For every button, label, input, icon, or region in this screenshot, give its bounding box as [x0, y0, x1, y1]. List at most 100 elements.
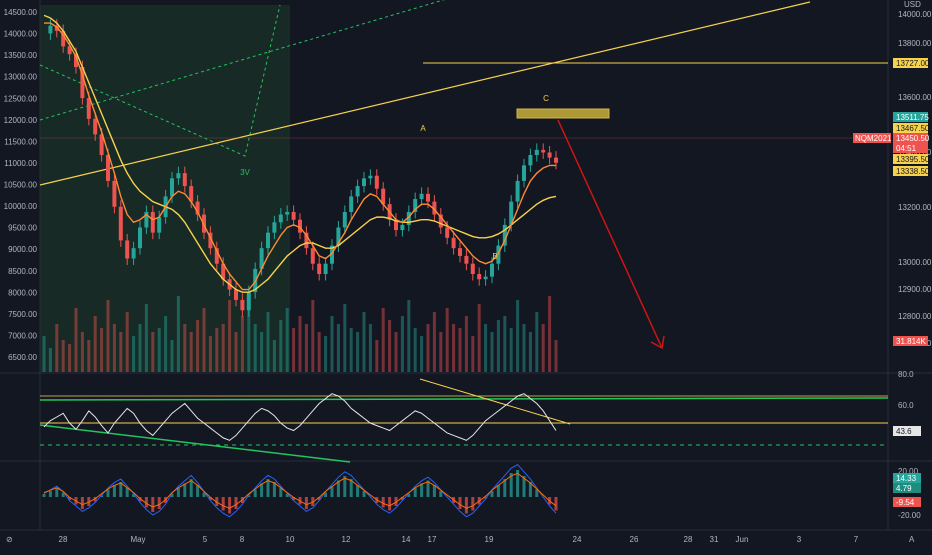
left-axis-tick: 12500.00 — [4, 94, 38, 103]
candle-body — [54, 25, 59, 31]
x-axis-label: 31 — [710, 535, 719, 544]
macd-histogram-bar — [151, 497, 155, 512]
macd-histogram-bar — [119, 482, 123, 497]
candle-body — [547, 152, 552, 158]
macd-histogram-bar — [112, 485, 116, 497]
price-label: 13467.50 — [896, 124, 930, 133]
left-axis-tick: 8000.00 — [8, 288, 37, 297]
candle-body — [125, 240, 130, 259]
right-axis-tick: 14000.00 — [898, 10, 932, 19]
macd-histogram-bar — [157, 497, 161, 509]
volume-bar — [304, 324, 308, 372]
volume-bar — [343, 304, 347, 372]
volume-bar — [445, 308, 449, 372]
volume-bar — [509, 328, 513, 372]
volume-bar — [48, 348, 52, 372]
candle-body — [170, 178, 174, 197]
candle-body — [259, 248, 264, 269]
rsi-green-trendline — [39, 424, 351, 463]
macd-histogram-bar — [42, 494, 46, 497]
left-axis-tick: 6500.00 — [8, 353, 37, 362]
volume-bar — [61, 340, 65, 372]
candle-body — [86, 98, 91, 119]
forecast-arrowhead — [650, 335, 665, 350]
candle-body — [176, 173, 181, 179]
volume-bar — [74, 308, 78, 372]
volume-bar — [554, 340, 558, 372]
volume-bar — [138, 324, 142, 372]
volume-bar — [164, 316, 168, 372]
macd-histogram-bar — [253, 489, 257, 497]
volume-bar — [541, 324, 545, 372]
volume-bar — [68, 344, 72, 372]
price-label-bg — [893, 112, 928, 122]
macd-histogram-bar — [381, 497, 385, 508]
candle-body — [285, 211, 290, 215]
candle-body — [304, 232, 309, 249]
volume-bar — [176, 296, 180, 372]
macd-label-bg — [893, 497, 921, 507]
macd-histogram-bar — [125, 488, 129, 497]
candle-body — [240, 299, 245, 311]
left-axis-tick: 14000.00 — [4, 30, 38, 39]
volume-bar — [170, 340, 174, 372]
volume-bar — [247, 304, 251, 372]
candle-body — [464, 255, 469, 264]
candle-body — [48, 25, 53, 34]
x-axis-label: 3 — [797, 535, 802, 544]
candle-body — [336, 227, 341, 246]
moving-average-line — [44, 22, 556, 291]
volume-bar — [420, 336, 424, 372]
volume-bar — [240, 316, 244, 372]
macd-histogram-bar — [464, 497, 468, 514]
symbol-tag-bg — [853, 133, 891, 143]
x-axis-label: Jun — [736, 535, 749, 544]
candle-body — [118, 206, 123, 241]
volume-bar — [234, 332, 238, 372]
right-axis-tick: 13600.00 — [898, 93, 932, 102]
macd-histogram-bar — [100, 495, 104, 497]
rsi-line — [43, 393, 557, 441]
candle-body — [291, 211, 296, 220]
macd-histogram-bar — [554, 497, 558, 511]
volume-bar — [496, 320, 500, 372]
volume-bar — [202, 308, 206, 372]
right-axis-tick: 12800.00 — [898, 312, 932, 321]
candle-body — [445, 227, 450, 238]
candle-body — [509, 201, 514, 225]
macd-histogram-bar — [535, 489, 539, 497]
volume-bar — [183, 324, 187, 372]
candle-body — [502, 224, 507, 246]
candle-body — [426, 193, 430, 202]
candle-body — [221, 263, 226, 280]
left-axis-tick: 9000.00 — [8, 245, 37, 254]
left-axis-tick: 13500.00 — [4, 51, 38, 60]
volume-bar — [144, 304, 148, 372]
volume-bar — [208, 336, 212, 372]
right-axis-tick: 13000.00 — [898, 258, 932, 267]
candle-body — [272, 222, 277, 233]
candle-body — [317, 263, 322, 275]
volume-bar — [381, 308, 385, 372]
volume-bar — [119, 332, 123, 372]
price-label: 13450.50 — [896, 134, 930, 143]
timezone-icon: ⊘ — [6, 535, 13, 544]
macd-histogram-bar — [413, 488, 417, 497]
price-label: 13395.50 — [896, 155, 930, 164]
volume-bar — [413, 328, 417, 372]
macd-signal-line — [43, 472, 557, 509]
volume-bar — [87, 340, 91, 372]
candle-body — [419, 193, 424, 200]
left-axis-tick: 11000.00 — [4, 159, 37, 168]
candle-body — [112, 180, 117, 207]
macd-histogram-bar — [484, 497, 488, 499]
volume-bar — [298, 316, 302, 372]
volume-bar — [400, 316, 404, 372]
volume-bar — [368, 324, 372, 372]
right-axis-tick: 13200.00 — [898, 203, 932, 212]
macd-histogram-bar — [285, 494, 289, 497]
macd-histogram-bar — [394, 497, 398, 506]
candle-body — [381, 188, 386, 205]
macd-histogram-bar — [196, 485, 200, 497]
